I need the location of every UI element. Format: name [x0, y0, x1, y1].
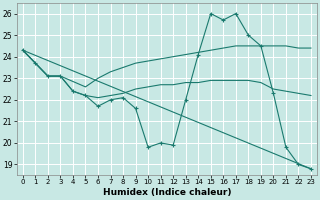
- X-axis label: Humidex (Indice chaleur): Humidex (Indice chaleur): [103, 188, 231, 197]
